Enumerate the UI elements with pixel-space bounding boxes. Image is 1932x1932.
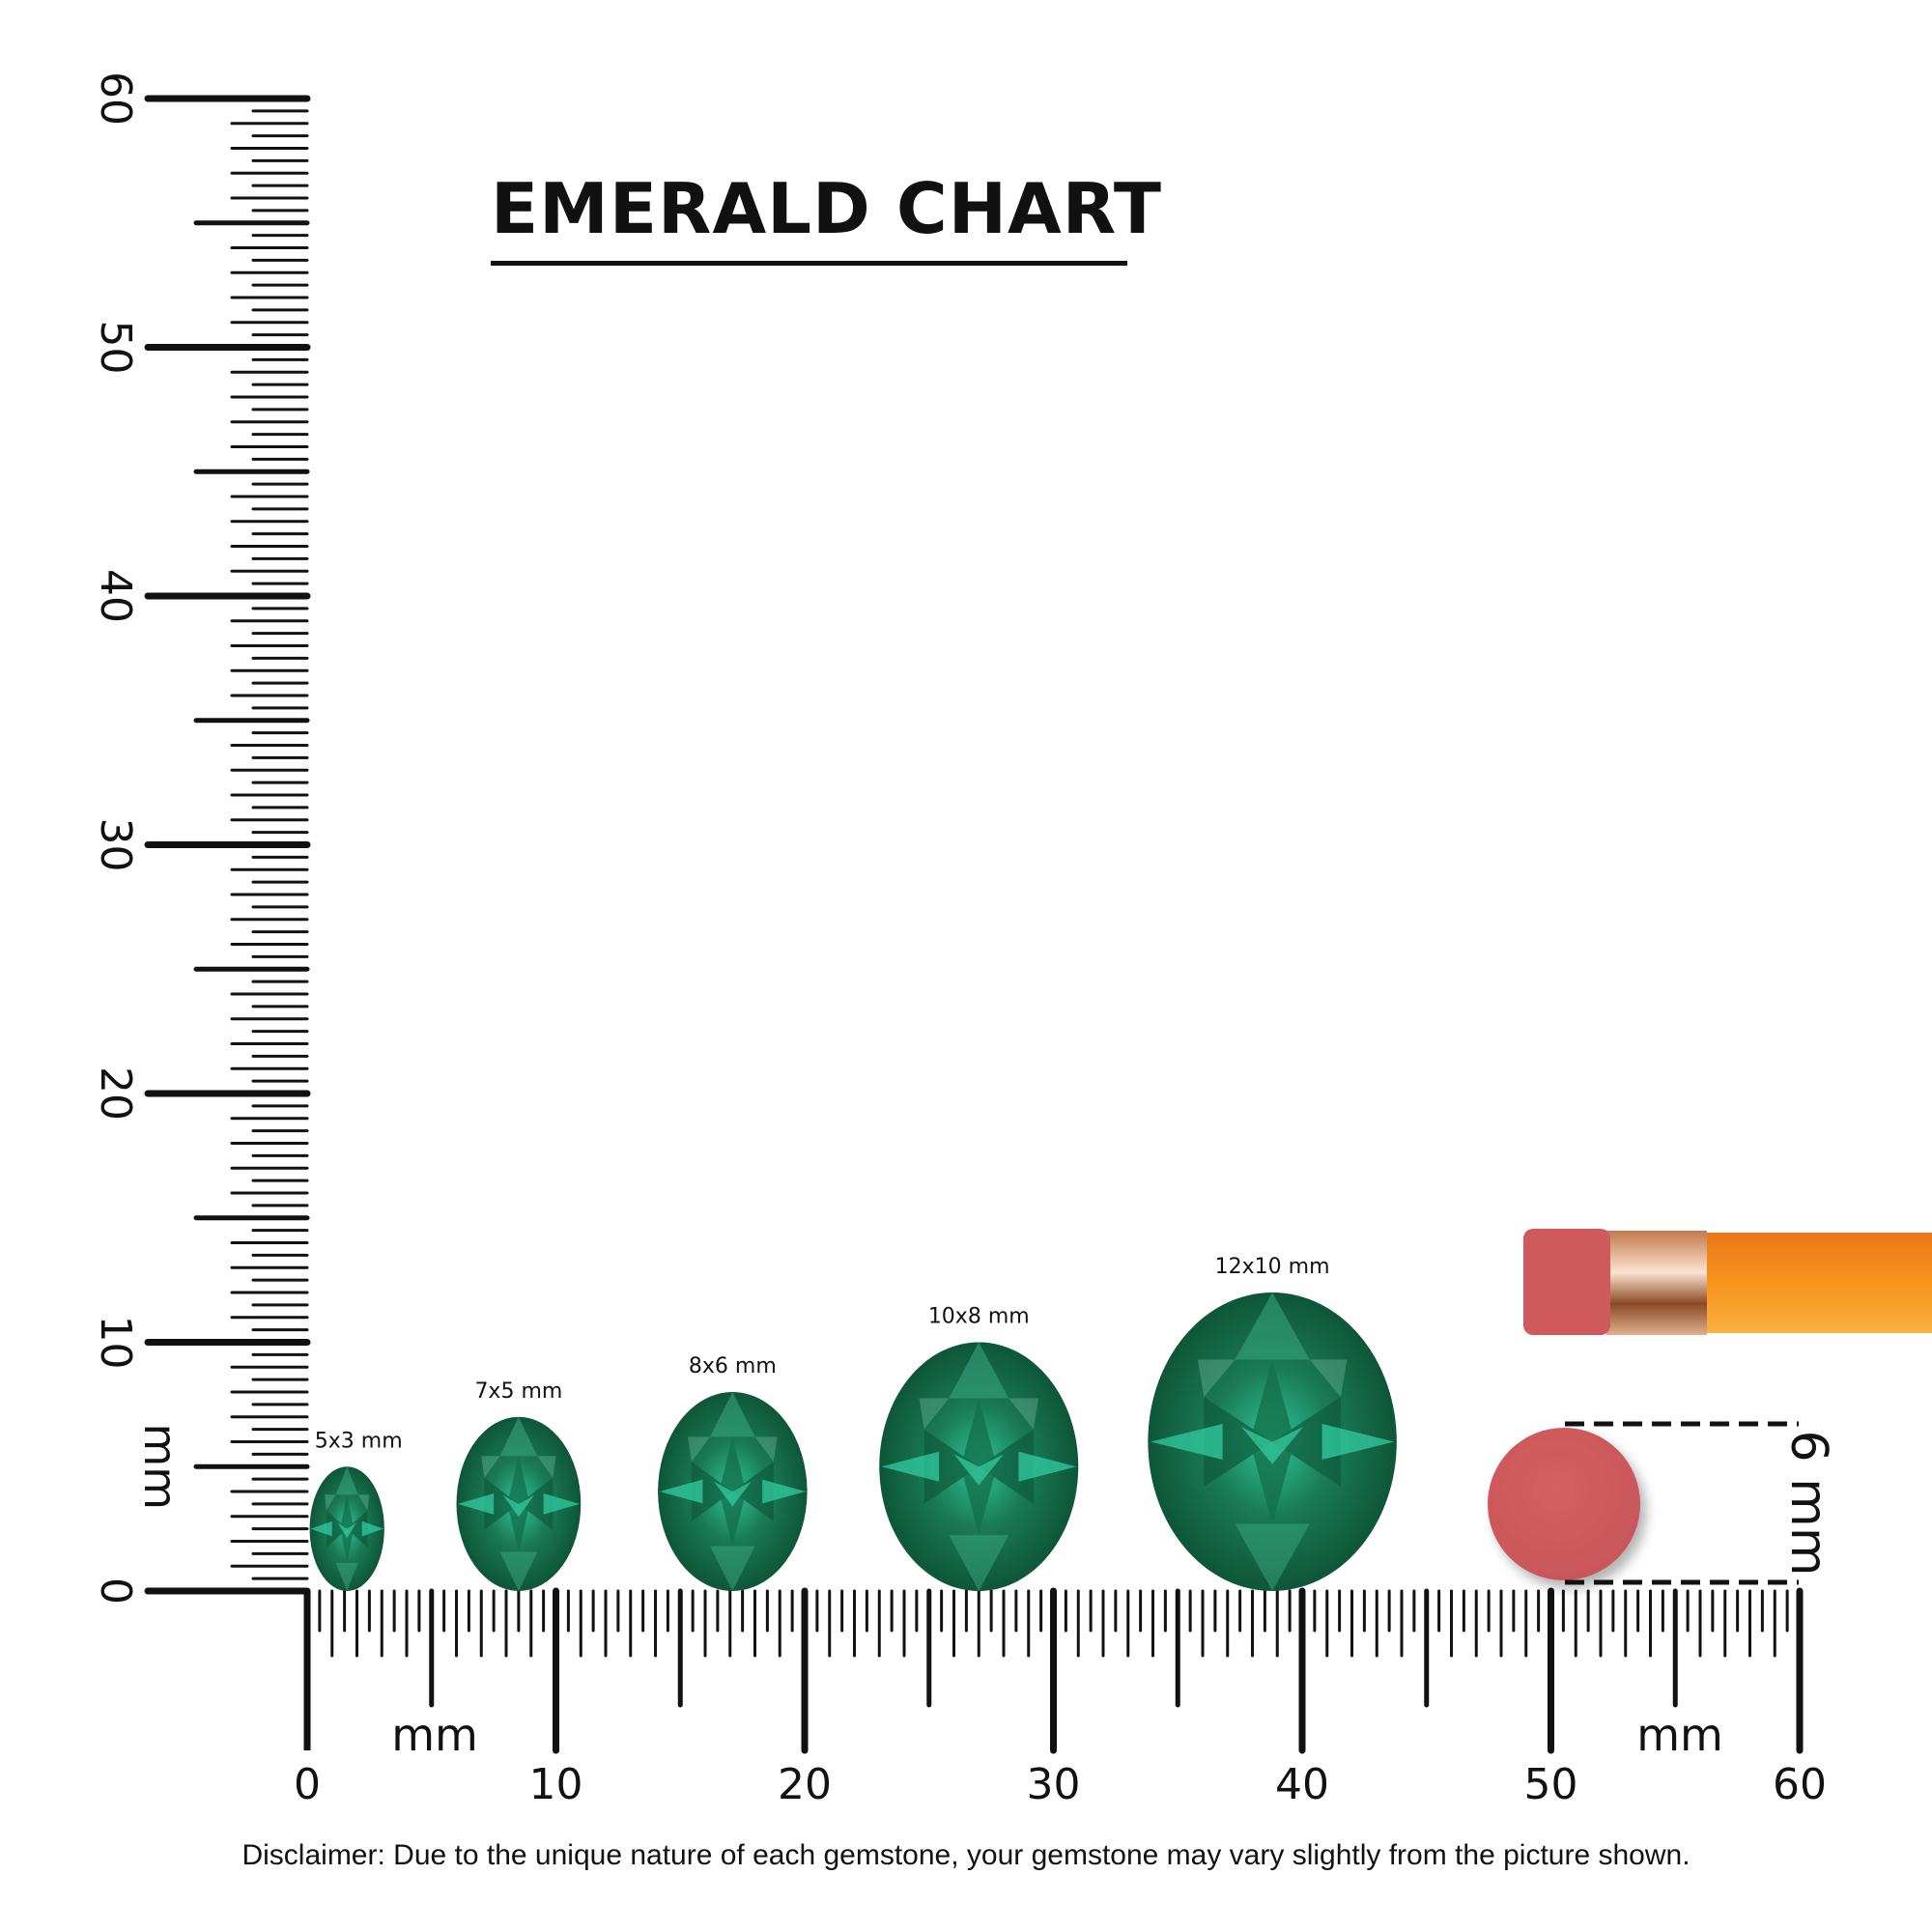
gem-facets [659,1392,807,1591]
horizontal-axis-label: 50 [1524,1760,1578,1809]
horizontal-unit-label: mm [391,1709,478,1761]
gems: 5x3 mm 7x5 mm 8x6 mm 10x8 mm 12x10 mm [309,1255,1397,1591]
horizontal-axis-label: 30 [1027,1760,1081,1809]
gem-size-label: 12x10 mm [1215,1255,1330,1279]
gem-facets [881,1342,1077,1591]
gem-5x3mm: 5x3 mm [309,1429,403,1591]
horizontal-axis-label: 40 [1275,1760,1329,1809]
gem-7x5mm: 7x5 mm [456,1379,582,1591]
eraser-size-label: 6 mm [1779,1431,1837,1577]
rulers: 0 10 20 30 40 50 60 0 10 20 30 40 50 60 mm mm mm [91,71,1827,1809]
horizontal-axis-label: 60 [1773,1760,1827,1809]
vertical-axis-label: 30 [91,818,140,872]
vertical-axis-label: 0 [91,1577,140,1605]
reference-objects: 6 mm [1488,1229,1932,1585]
gem-facets [1150,1293,1395,1591]
gem-12x10mm: 12x10 mm [1148,1255,1397,1591]
vertical-axis-label: 50 [91,321,140,375]
page-title: EMERALD CHART [491,168,1163,249]
vertical-unit-label: mm [134,1423,186,1510]
horizontal-axis-label: 0 [294,1760,321,1809]
gem-size-label: 5x3 mm [315,1429,403,1453]
pencil-body [1705,1233,1932,1333]
gem-8x6mm: 8x6 mm [658,1354,808,1591]
vertical-axis-label: 60 [91,71,140,126]
title-underline [491,261,1127,266]
eraser-circle [1488,1428,1640,1580]
vertical-axis-label: 40 [91,569,140,623]
horizontal-unit-label-right: mm [1636,1709,1723,1761]
gem-facets [310,1466,384,1591]
gem-10x8mm: 10x8 mm [879,1305,1079,1591]
gem-facets [457,1416,580,1591]
disclaimer: Disclaimer: Due to the unique nature of … [242,1839,1690,1871]
horizontal-axis-label: 20 [778,1760,832,1809]
pencil-ferrule [1606,1231,1707,1335]
vertical-axis-label: 10 [91,1316,140,1370]
vertical-axis-label: 20 [91,1066,140,1121]
gem-size-label: 7x5 mm [474,1379,562,1404]
gem-size-label: 8x6 mm [689,1354,777,1378]
pencil-eraser [1523,1229,1610,1335]
horizontal-axis-label: 10 [529,1760,583,1809]
pencil [1523,1229,1932,1335]
gem-size-label: 10x8 mm [928,1305,1030,1329]
